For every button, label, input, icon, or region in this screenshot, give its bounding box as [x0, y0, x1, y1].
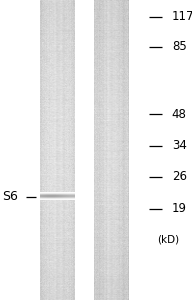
Text: 85: 85 [172, 40, 187, 53]
Text: (kD): (kD) [157, 235, 180, 245]
Text: 48: 48 [172, 107, 187, 121]
Text: 26: 26 [172, 170, 187, 184]
Text: 34: 34 [172, 139, 187, 152]
Text: 19: 19 [172, 202, 187, 215]
Text: S6: S6 [2, 190, 18, 203]
Text: 117: 117 [172, 10, 192, 23]
